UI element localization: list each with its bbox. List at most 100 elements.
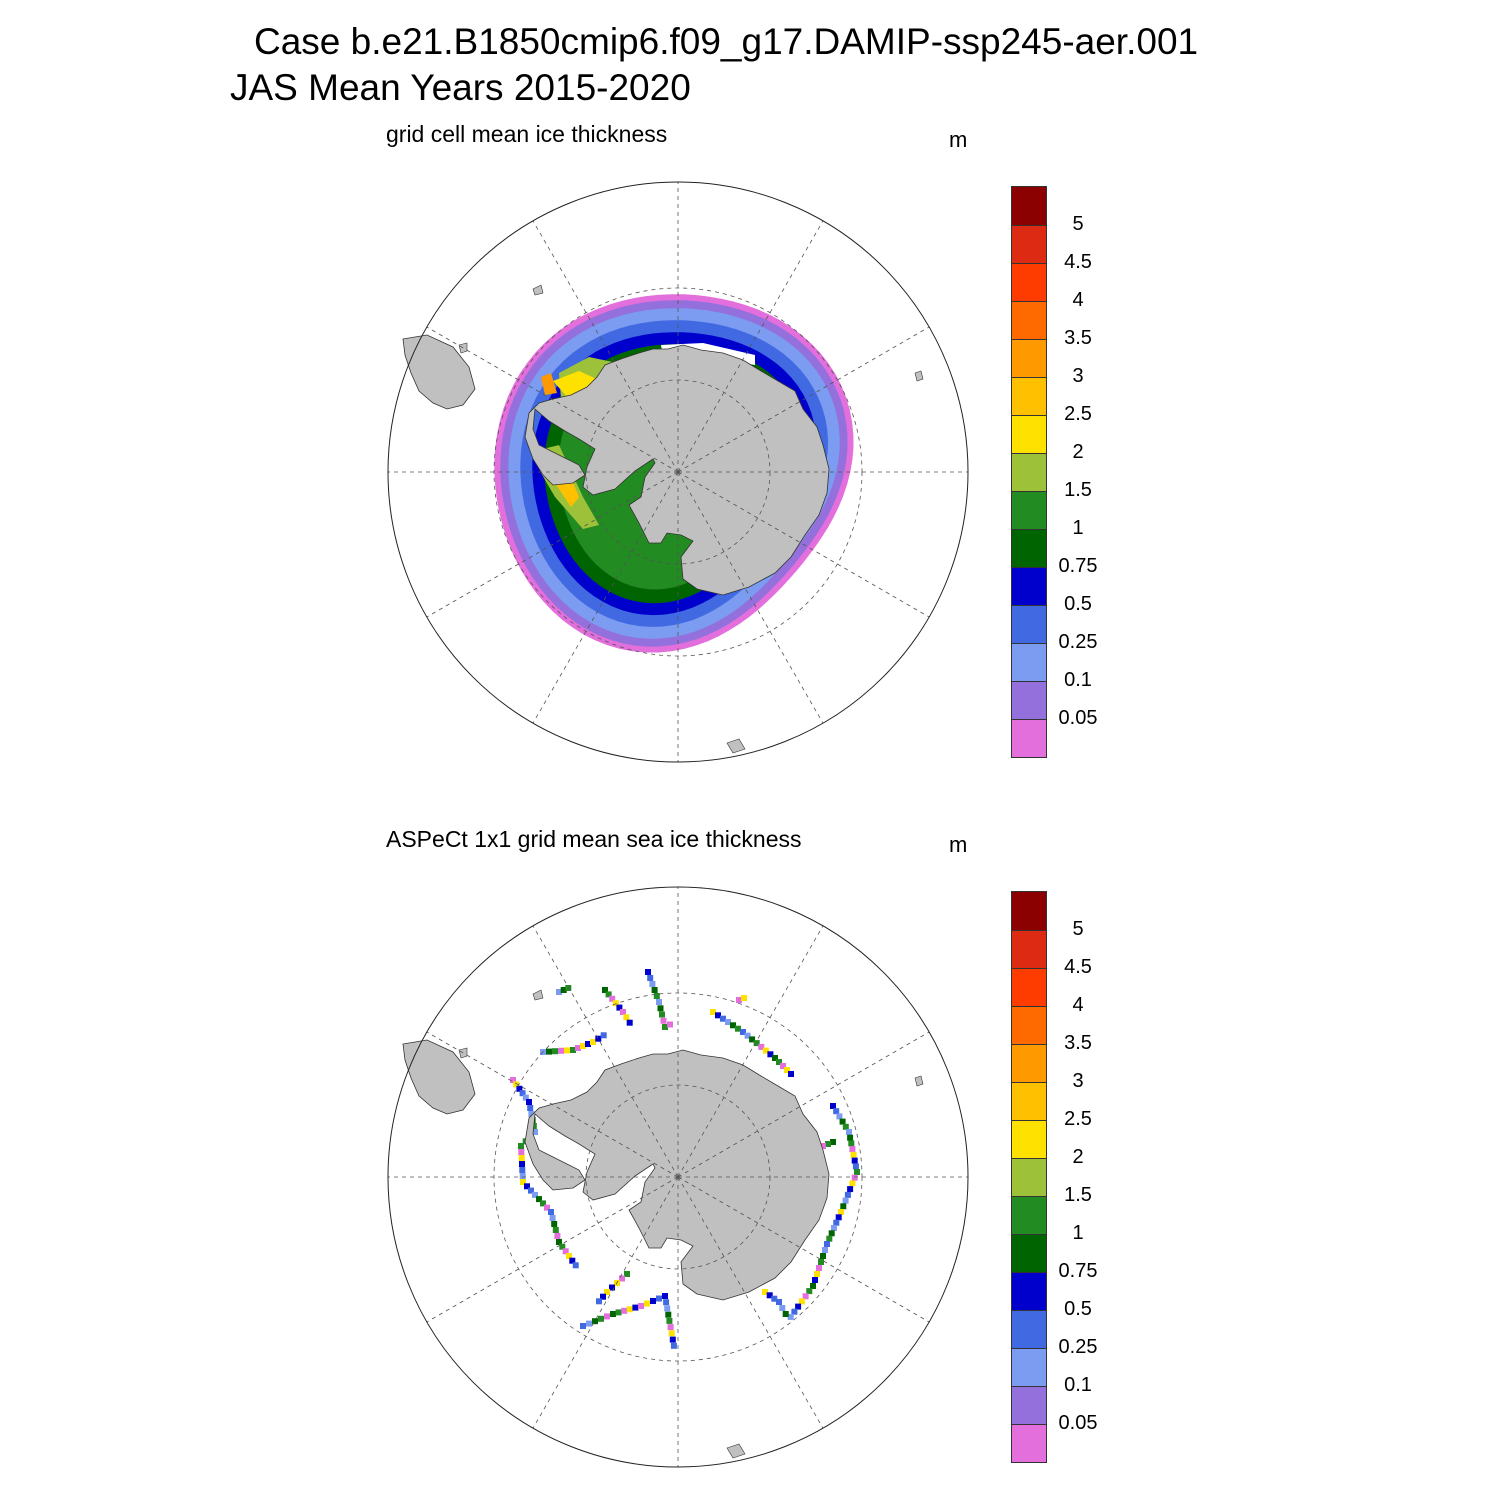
obs-grid-cell	[536, 1196, 542, 1203]
obs-grid-cell	[806, 1288, 813, 1295]
ship-observation-track-1	[645, 969, 673, 1030]
panel-2-polar-map	[387, 886, 969, 1468]
obs-grid-cell	[552, 1048, 558, 1055]
meridian-line	[677, 1031, 930, 1178]
obs-grid-cell	[667, 1021, 673, 1028]
colorbar-box-13	[1012, 643, 1046, 681]
meridian-line	[532, 925, 679, 1178]
colorbar-box-8	[1012, 1158, 1046, 1196]
colorbar-label: 3	[1072, 365, 1084, 387]
colorbar-label: 2.5	[1064, 1108, 1092, 1130]
obs-grid-cell	[741, 995, 747, 1001]
obs-grid-cell	[532, 1129, 538, 1135]
obs-grid-cell	[824, 1241, 830, 1247]
obs-grid-cell	[626, 1019, 633, 1026]
colorbar-label: 1	[1072, 1222, 1084, 1244]
obs-grid-cell	[849, 1146, 856, 1153]
obs-grid-cell	[565, 985, 572, 991]
colorbar-label: 0.1	[1064, 1374, 1092, 1396]
obs-grid-cell	[663, 1299, 670, 1306]
panel-2-colorbar	[1011, 891, 1047, 1463]
colorbar-box-9	[1012, 1196, 1046, 1234]
colorbar-box-11	[1012, 567, 1046, 605]
obs-grid-cell	[518, 1149, 525, 1155]
obs-grid-cell	[771, 1295, 778, 1302]
obs-grid-cell	[605, 991, 612, 998]
ship-observation-track-10	[762, 1289, 789, 1317]
obs-grid-cell	[833, 1108, 840, 1115]
colorbar-label: 0.5	[1064, 1298, 1092, 1320]
obs-grid-cell	[615, 1309, 622, 1316]
obs-grid-cell	[725, 1019, 731, 1025]
obs-grid-cell	[572, 1262, 579, 1269]
colorbar-label: 2	[1072, 1146, 1084, 1168]
island-kerguelen	[914, 1075, 924, 1087]
obs-grid-cell	[552, 1227, 559, 1233]
meridian-line	[426, 326, 679, 473]
colorbar-box-12	[1012, 605, 1046, 643]
ice-band-weddell-3m	[541, 373, 557, 395]
obs-grid-cell	[526, 1099, 532, 1105]
obs-grid-cell	[849, 1180, 856, 1187]
obs-grid-cell	[624, 1271, 630, 1277]
colorbar-label: 0.1	[1064, 669, 1092, 691]
colorbar-box-15	[1012, 1424, 1046, 1462]
obs-grid-cell	[620, 1009, 626, 1015]
obs-grid-cell	[632, 1304, 639, 1311]
map-boundary-circle	[387, 886, 969, 1468]
obs-grid-cell	[621, 1307, 628, 1314]
island-new-zealand-south	[726, 738, 746, 754]
obs-grid-cell	[780, 1063, 786, 1069]
obs-grid-cell	[667, 1324, 674, 1331]
obs-grid-cell	[669, 1336, 676, 1343]
ship-observation-track-2	[602, 987, 633, 1026]
panel-1-subtitle: grid cell mean ice thickness	[386, 121, 668, 147]
obs-grid-cell	[844, 1191, 851, 1198]
colorbar-label: 4.5	[1064, 956, 1092, 978]
obs-grid-cell	[839, 1118, 846, 1125]
latitude-circle	[493, 287, 863, 657]
meridian-line	[532, 1176, 679, 1429]
obs-grid-cell	[580, 1043, 586, 1049]
obs-grid-cell	[548, 1209, 554, 1215]
colorbar-box-6	[1012, 1082, 1046, 1120]
obs-grid-cell	[828, 1230, 835, 1237]
obs-grid-cell	[816, 1265, 822, 1271]
island-new-zealand-south	[726, 1443, 746, 1459]
colorbar-label: 0.25	[1058, 631, 1098, 653]
meridian-line	[677, 1176, 824, 1429]
colorbar-box-13	[1012, 1348, 1046, 1386]
panel-2-units: m	[949, 832, 968, 857]
obs-grid-cell	[720, 1015, 726, 1022]
obs-grid-cell	[616, 1004, 623, 1011]
colorbar-label: 2	[1072, 441, 1084, 463]
obs-grid-cell	[787, 1313, 794, 1320]
obs-grid-cell	[798, 1298, 805, 1305]
obs-grid-cell	[649, 981, 656, 987]
meridian-line	[677, 471, 930, 618]
obs-grid-cell	[554, 1233, 561, 1239]
obs-grid-cell	[659, 1011, 665, 1018]
meridian-line	[426, 471, 679, 618]
colorbar-label: 5	[1072, 918, 1084, 940]
colorbar-label: 0.05	[1058, 1412, 1098, 1434]
colorbar-label: 1	[1072, 517, 1084, 539]
obs-grid-cell	[532, 1191, 538, 1198]
island-south-georgia	[532, 989, 544, 1001]
obs-grid-cell	[818, 1259, 824, 1265]
panel-1-colorbar	[1011, 186, 1047, 758]
latitude-circle	[585, 379, 771, 565]
obs-grid-cell	[650, 1298, 656, 1304]
obs-grid-cell	[524, 1183, 530, 1190]
obs-grid-cell	[569, 1257, 576, 1264]
obs-grid-cell	[540, 1200, 546, 1207]
obs-grid-cell	[840, 1203, 847, 1210]
obs-grid-cell	[784, 1067, 790, 1073]
colorbar-label: 1.5	[1064, 1184, 1092, 1206]
obs-grid-cell	[854, 1169, 860, 1175]
obs-grid-cell	[626, 1306, 633, 1313]
colorbar-label: 4.5	[1064, 251, 1092, 273]
obs-grid-cell	[575, 1045, 581, 1051]
colorbar-label: 5	[1072, 213, 1084, 235]
obs-grid-cell	[564, 1047, 570, 1054]
